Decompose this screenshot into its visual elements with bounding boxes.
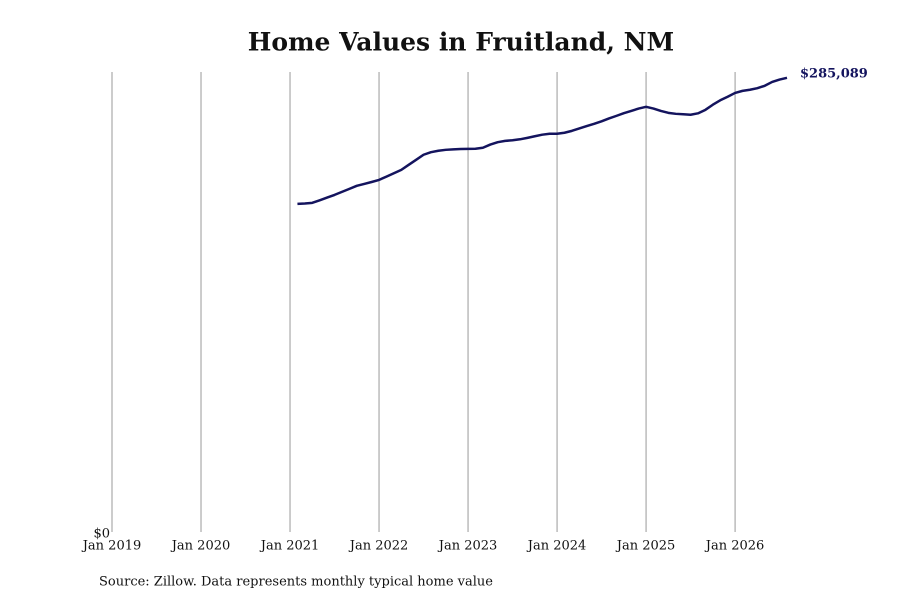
x-tick-label: Jan 2024 [526, 539, 587, 554]
x-tick-label: Jan 2026 [704, 539, 765, 554]
value-label: $285,089 [800, 66, 868, 81]
x-tick-label: Jan 2020 [170, 539, 231, 554]
x-tick-label: Jan 2023 [437, 539, 498, 554]
x-tick-label: Jan 2022 [348, 539, 409, 554]
line-series [297, 76, 788, 206]
x-tick-label: Jan 2025 [615, 539, 676, 554]
source-note: Source: Zillow. Data represents monthly … [99, 575, 493, 590]
y-tick-label: $0 [93, 527, 110, 542]
x-tick-label: Jan 2021 [259, 539, 320, 554]
x-tick-label: Jan 2019 [81, 539, 142, 554]
chart-title: Home Values in Fruitland, NM [248, 28, 674, 57]
